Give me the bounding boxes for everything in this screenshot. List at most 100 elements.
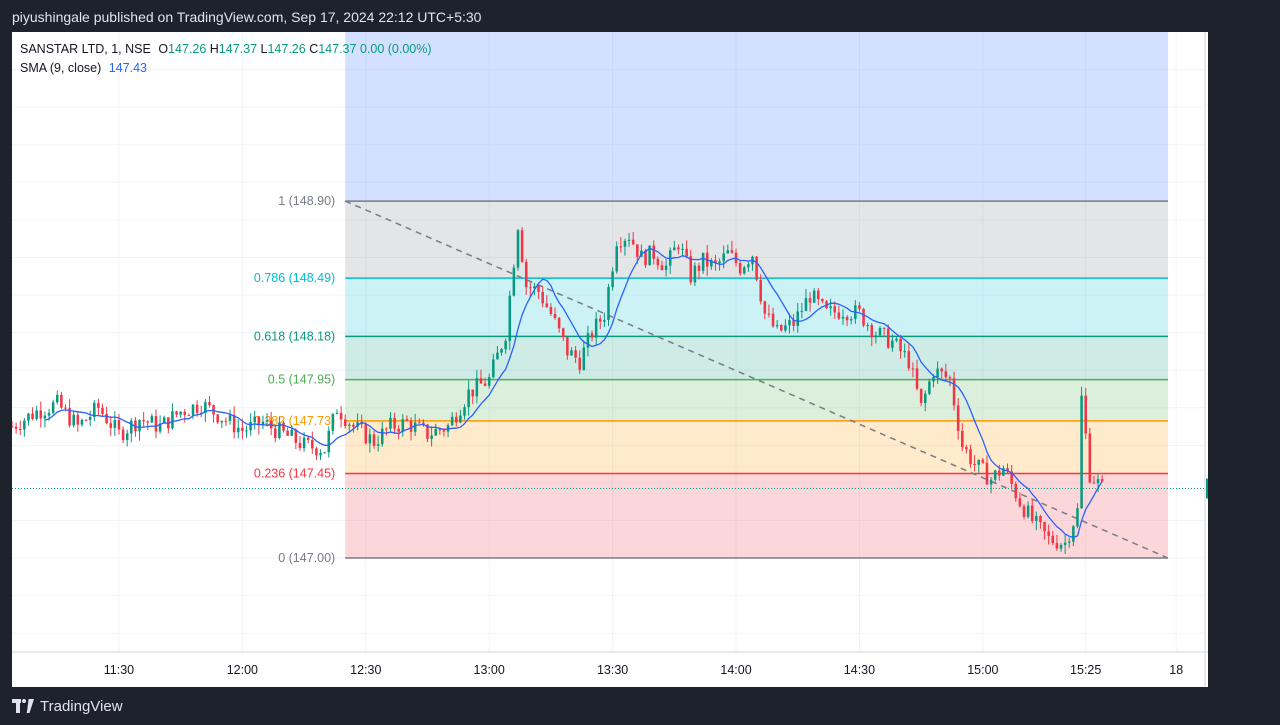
candle-body <box>18 428 22 430</box>
price-chart[interactable]: 1 (148.90) 0.786 (148.49) 0.618 (148.18) 0.… <box>12 32 1208 687</box>
candle-body <box>265 420 269 422</box>
candle-body <box>372 434 376 446</box>
candle-body <box>714 260 717 264</box>
candle-body <box>290 429 294 436</box>
candle-body <box>39 410 43 419</box>
candle-body <box>393 417 396 429</box>
candle-body <box>981 459 985 463</box>
candle-body <box>76 414 80 425</box>
candle-body <box>146 421 150 423</box>
legend-sma-value: 147.43 <box>108 61 147 75</box>
candle-body <box>331 414 335 431</box>
candle-body <box>755 256 758 280</box>
fib-zone-0.786 <box>345 278 1168 337</box>
candle-body <box>989 479 993 485</box>
candle-body <box>508 295 512 341</box>
candle-body <box>179 411 182 415</box>
candle-body <box>1092 482 1096 484</box>
candle-body <box>1002 468 1005 476</box>
fib-label-0.5: 0.5 (147.95) <box>268 373 335 387</box>
legend-sma-row: SMA (9, close) 147.43 <box>20 59 432 78</box>
candle-body <box>1084 395 1087 434</box>
candle-body <box>12 426 14 428</box>
candle-body <box>718 261 721 264</box>
candle-body <box>529 287 532 289</box>
candle-body <box>348 424 351 427</box>
candle-body <box>1063 542 1067 545</box>
candle-body <box>858 305 861 309</box>
candle-body <box>578 357 581 370</box>
candle-body <box>417 422 421 424</box>
candle-body <box>993 470 997 480</box>
time-tick-label: 13:30 <box>597 663 628 677</box>
candle-body <box>64 407 67 409</box>
candle-body <box>940 368 943 372</box>
candle-body <box>1014 483 1018 499</box>
candle-body <box>459 415 462 423</box>
time-tick-label: 18 <box>1169 663 1183 677</box>
candle-body <box>915 368 919 389</box>
candle-body <box>631 239 635 245</box>
candle-body <box>72 414 75 426</box>
candle-body <box>1039 516 1042 523</box>
legend-symbol[interactable]: SANSTAR LTD, 1, NSE <box>20 42 151 56</box>
candle-body <box>327 430 331 453</box>
candle-body <box>430 435 433 439</box>
candle-body <box>228 414 232 421</box>
legend-sma-label[interactable]: SMA (9, close) <box>20 61 102 75</box>
candle-body <box>93 402 96 417</box>
candle-body <box>1080 395 1083 509</box>
candle-body <box>668 250 672 266</box>
candle-body <box>919 388 923 403</box>
candle-body <box>1030 505 1034 521</box>
candle-body <box>874 335 878 338</box>
candle-body <box>833 306 837 313</box>
candle-body <box>619 246 623 248</box>
candle-body <box>961 430 964 448</box>
candle-body <box>660 265 664 271</box>
candle-body <box>47 412 51 416</box>
time-tick-label: 12:00 <box>227 663 258 677</box>
candle-body <box>1100 479 1104 482</box>
candle-body <box>973 464 976 466</box>
candle-body <box>504 340 507 350</box>
candle-body <box>607 287 610 321</box>
candle-body <box>1026 505 1030 517</box>
candle-body <box>800 311 804 313</box>
candle-body <box>537 286 540 292</box>
candle-body <box>109 423 113 428</box>
time-tick-label: 13:00 <box>474 663 505 677</box>
legend-open-value: 147.26 <box>168 42 207 56</box>
candle-body <box>335 412 339 415</box>
fib-label-1: 1 (148.90) <box>278 194 335 208</box>
candle-body <box>553 313 557 318</box>
candle-body <box>512 267 516 296</box>
candle-body <box>216 414 219 423</box>
candle-body <box>195 404 199 413</box>
candle-body <box>245 430 248 432</box>
candle-body <box>1055 543 1059 549</box>
candle-body <box>817 290 820 300</box>
candle-body <box>516 230 520 268</box>
candle-body <box>352 424 355 427</box>
candle-body <box>742 267 746 274</box>
candle-body <box>23 420 26 430</box>
candle-body <box>1047 531 1050 536</box>
candle-body <box>117 420 121 430</box>
candle-body <box>323 452 326 454</box>
candle-body <box>1076 508 1079 527</box>
candle-body <box>590 333 594 338</box>
candle-body <box>862 308 865 326</box>
candle-body <box>294 429 298 443</box>
candle-body <box>693 265 697 283</box>
fib-label-0: 0 (147.00) <box>278 551 335 565</box>
candle-body <box>397 428 400 432</box>
tradingview-logo[interactable]: TradingView <box>12 697 123 715</box>
candle-body <box>738 263 742 274</box>
candle-body <box>442 430 446 432</box>
candle-body <box>710 260 713 267</box>
candle-body <box>261 421 265 426</box>
candle-body <box>747 264 750 268</box>
candle-body <box>648 245 651 266</box>
candle-body <box>730 250 734 253</box>
